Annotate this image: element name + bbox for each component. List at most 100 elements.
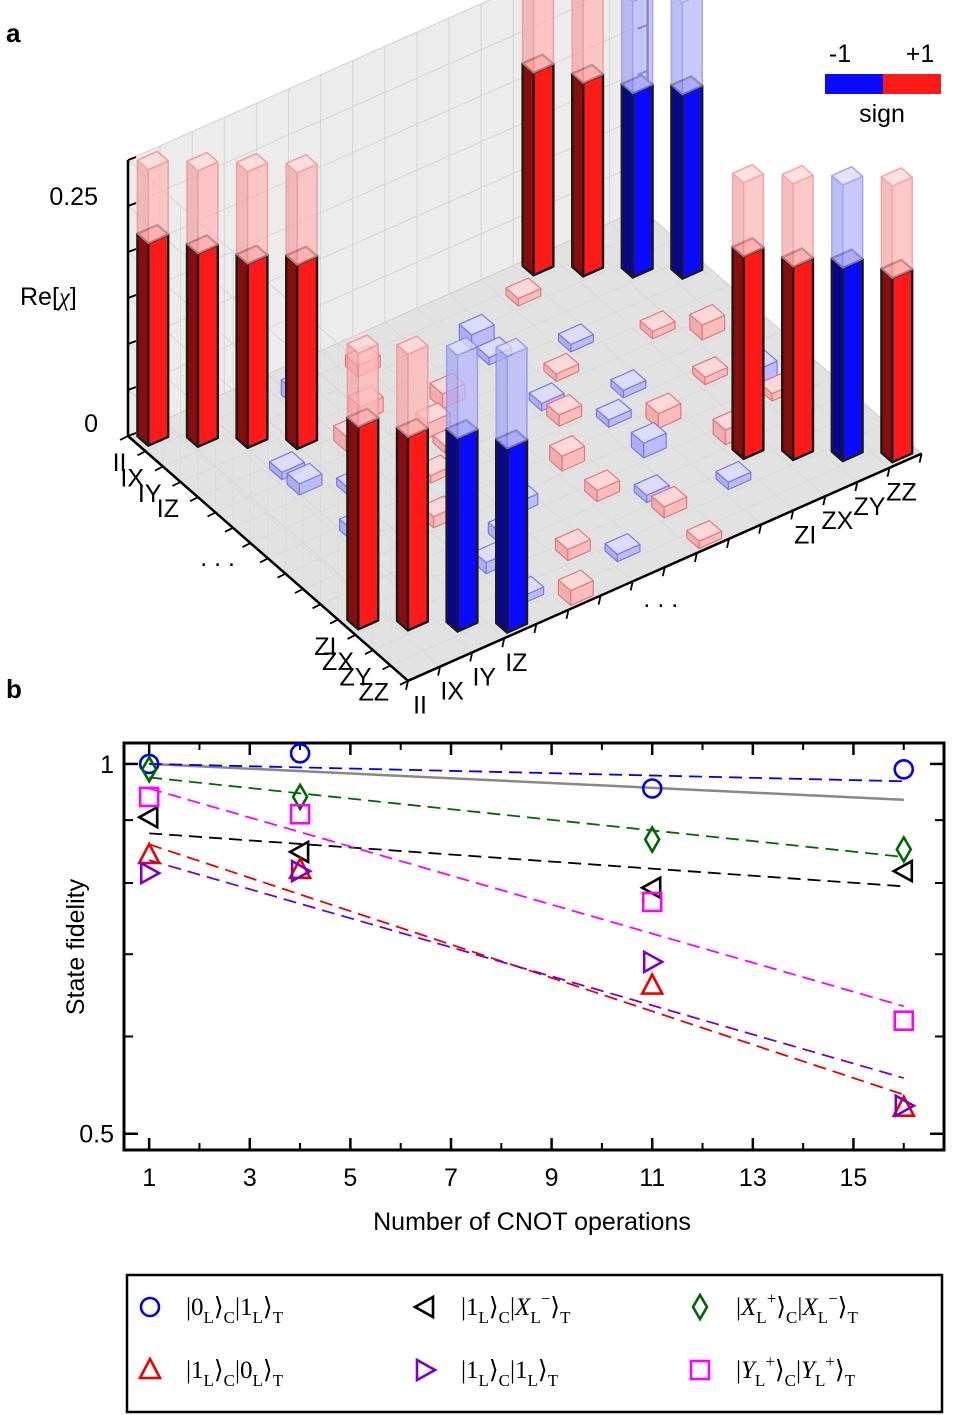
ideal-bar-ghost	[445, 336, 479, 440]
ideal-bar-ghost	[346, 334, 380, 428]
chi-bar	[346, 407, 380, 631]
ideal-bar-ghost	[521, 0, 555, 74]
ideal-bar-ghost	[495, 337, 528, 450]
data-point	[643, 824, 661, 855]
row-tick	[347, 634, 356, 640]
col-tick	[854, 481, 859, 492]
x-axis-label: Number of CNOT operations	[373, 1208, 691, 1236]
col-tick	[726, 538, 730, 548]
chi-bar	[521, 53, 555, 277]
data-point	[894, 1093, 917, 1118]
row-tick-label: ZX	[322, 648, 354, 676]
residual-bar	[686, 519, 723, 550]
data-point	[639, 875, 662, 900]
panel-b-scatter: 1 3 5 7 9 11 13 150.51	[79, 741, 946, 1192]
x-tick-label: 15	[840, 1164, 868, 1192]
ideal-bar-ghost	[670, 0, 704, 96]
data-point	[291, 782, 309, 812]
residual-bar	[584, 469, 621, 503]
col-tick	[501, 638, 506, 648]
row-tick-label: ZI	[314, 633, 336, 661]
data-points	[136, 743, 917, 1118]
col-tick	[629, 581, 634, 591]
row-tick	[277, 572, 286, 579]
x-tick-label: 1	[142, 1164, 156, 1192]
data-point	[893, 758, 915, 780]
residual-bar	[692, 356, 729, 386]
reference-line	[149, 762, 904, 802]
residual-bar	[715, 461, 752, 491]
x-tick-label: 5	[343, 1164, 357, 1192]
chi-bar	[395, 417, 429, 632]
residual-bar	[543, 352, 580, 382]
ideal-bar-ghost	[186, 151, 219, 255]
z-tick	[127, 340, 137, 345]
chi-bar	[620, 73, 654, 279]
ideal-bar-ghost	[396, 335, 429, 439]
legend-label: |YL+⟩C|YL+⟩T	[736, 1352, 856, 1390]
z-tick	[127, 386, 137, 391]
colorbar-negative	[825, 74, 883, 94]
col-tick	[533, 623, 538, 634]
residual-bar	[549, 435, 586, 472]
col-tick	[661, 567, 666, 577]
col-tick	[437, 666, 441, 676]
panel-a-label: a	[6, 18, 21, 48]
row-tick-label: IX	[120, 464, 144, 492]
chi-bar	[731, 236, 765, 461]
legend-marker	[139, 1296, 161, 1318]
residual-bar	[689, 303, 726, 341]
row-tick-label: ZY	[340, 663, 372, 691]
fit-line	[149, 776, 904, 858]
residual-bar	[554, 528, 591, 562]
legend-box	[125, 1273, 944, 1414]
col-tick	[822, 496, 827, 506]
legend-marker	[691, 1292, 709, 1322]
grid-line	[545, 251, 826, 497]
chi-bar	[185, 234, 220, 448]
ideal-bar-ghost	[571, 0, 604, 84]
zlabel: Re[χ]	[20, 283, 77, 311]
col-tick	[565, 609, 570, 619]
data-point	[640, 971, 665, 995]
fit-line	[148, 787, 905, 1008]
residual-bar	[639, 310, 676, 340]
row-tick	[329, 618, 339, 625]
x-tick-label: 11	[639, 1164, 665, 1192]
y-tick-label: 0.5	[79, 1121, 114, 1149]
col-tick-label: II	[413, 692, 427, 720]
chi-bar	[285, 245, 319, 451]
x-tick-label: 13	[739, 1164, 767, 1192]
data-point	[891, 858, 914, 884]
row-tick	[189, 496, 199, 503]
chi-bar	[571, 63, 605, 278]
row-tick-label: II	[113, 449, 127, 477]
row-tick	[382, 664, 391, 671]
data-point	[287, 839, 310, 865]
data-point	[893, 1010, 915, 1032]
col-tick-label: ZI	[794, 521, 816, 549]
col-tick	[886, 467, 891, 477]
y-tick-label: 1	[100, 751, 114, 779]
residual-bar	[610, 369, 647, 399]
data-point	[289, 743, 311, 764]
legend-label: |XL+⟩C|XL−⟩T	[736, 1289, 858, 1327]
data-point	[895, 834, 913, 864]
residual-bar	[269, 451, 305, 481]
fit-lines	[148, 762, 905, 1096]
col-tick-label: IX	[440, 678, 464, 706]
row-tick-label: IZ	[157, 495, 179, 523]
row-tick	[259, 557, 269, 564]
row-tick	[172, 481, 181, 487]
residual-bar	[286, 462, 323, 496]
col-tick-label: ZY	[853, 493, 885, 521]
col-tick	[758, 524, 762, 534]
z-tick	[127, 202, 137, 207]
grid-line	[127, 0, 491, 161]
legend-marker	[137, 1356, 163, 1380]
residual-bar	[651, 485, 688, 519]
chi-bar	[830, 248, 864, 463]
data-point	[289, 803, 311, 825]
